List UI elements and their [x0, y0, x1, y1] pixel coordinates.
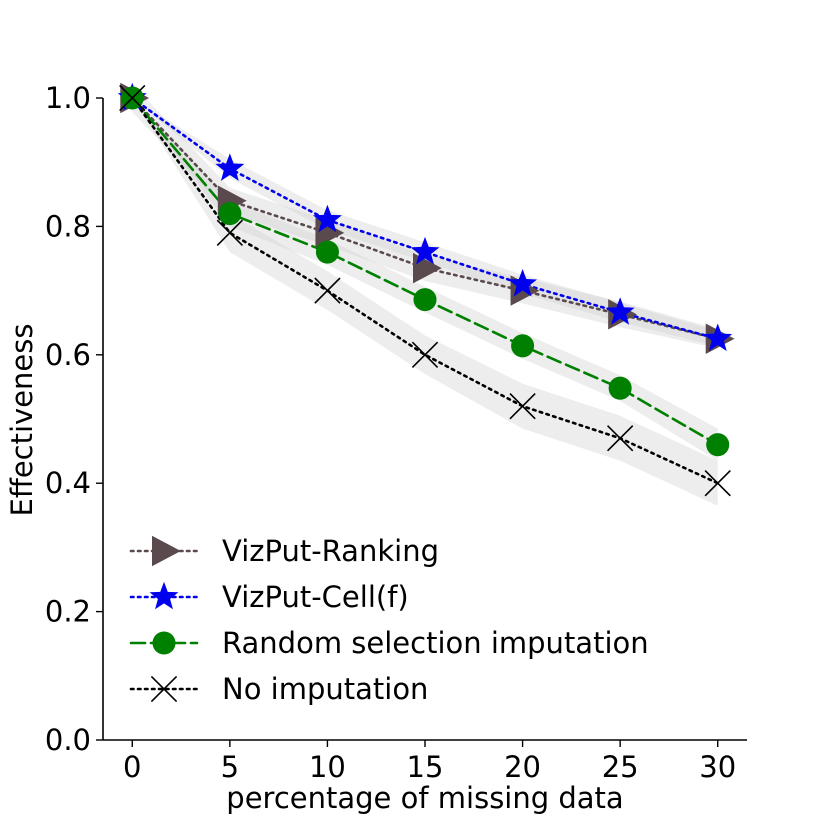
x-tick-label-20: 20	[504, 750, 541, 784]
legend-label-vizput-ranking: VizPut-Ranking	[222, 534, 439, 568]
band-random-selection-imputation	[132, 98, 718, 461]
point-random-selection-imputation-5	[218, 202, 242, 226]
y-tick-label-2: 0.4	[45, 466, 91, 500]
point-no-imputation-15	[411, 341, 439, 368]
band-vizput-cell-f	[132, 98, 718, 347]
series-markers	[117, 82, 735, 497]
legend: VizPut-Ranking VizPut-Cell(f) Random selec…	[129, 534, 649, 706]
x-tick-label-30: 30	[699, 750, 736, 784]
legend-marker-random-selection-imputation	[152, 631, 176, 655]
point-vizput-cell-f-30	[703, 323, 733, 352]
point-no-imputation-10	[314, 277, 341, 304]
legend-label-no-imputation: No imputation	[222, 672, 428, 706]
point-no-imputation-5	[216, 219, 244, 246]
point-vizput-cell-f-5	[215, 153, 245, 181]
band-vizput-ranking	[132, 83, 718, 349]
point-vizput-cell-f-20	[508, 268, 538, 297]
legend-item-no-imputation: No imputation	[129, 672, 428, 706]
legend-marker-vizput-ranking	[152, 535, 181, 567]
point-random-selection-imputation-10	[315, 240, 339, 264]
point-vizput-cell-f-15	[410, 236, 440, 265]
legend-marker-vizput-cell-f	[149, 581, 179, 610]
legend-item-vizput-cell-f: VizPut-Cell(f)	[129, 580, 409, 614]
y-tick-label-1: 0.2	[45, 595, 91, 629]
y-tick-label-4: 0.8	[45, 209, 91, 243]
legend-label-vizput-cell-f: VizPut-Cell(f)	[222, 580, 409, 614]
point-no-imputation-30	[704, 470, 731, 497]
point-random-selection-imputation-30	[706, 433, 730, 457]
x-tick-label-10: 10	[309, 750, 346, 784]
point-random-selection-imputation-15	[413, 288, 437, 312]
point-random-selection-imputation-20	[511, 334, 535, 358]
x-axis-label: percentage of missing data	[226, 781, 623, 815]
legend-item-random-selection-imputation: Random selection imputation	[129, 626, 649, 660]
point-no-imputation-20	[509, 392, 536, 420]
band-no-imputation	[132, 98, 718, 506]
legend-label-random-selection-imputation: Random selection imputation	[222, 626, 649, 660]
legend-marker-no-imputation	[150, 675, 178, 703]
point-random-selection-imputation-25	[608, 376, 632, 400]
y-tick-label-0: 0.0	[45, 723, 91, 757]
y-tick-label-5: 1.0	[45, 81, 91, 115]
y-tick-label-3: 0.6	[45, 338, 91, 372]
point-no-imputation-0	[119, 84, 146, 112]
x-tick-label-25: 25	[602, 750, 639, 784]
tick-marks: 0 5 10 15 20 25 30 0.0 0.2 0.4 0.6 0.8 1.0	[45, 81, 736, 784]
x-tick-label-5: 5	[221, 750, 239, 784]
x-tick-label-0: 0	[123, 750, 141, 784]
x-tick-label-15: 15	[407, 750, 444, 784]
point-vizput-cell-f-10	[312, 204, 342, 233]
confidence-bands	[132, 83, 718, 506]
legend-item-vizput-ranking: VizPut-Ranking	[129, 534, 439, 568]
point-vizput-cell-f-25	[605, 297, 635, 325]
y-axis-label: Effectiveness	[5, 324, 39, 517]
point-no-imputation-25	[606, 425, 634, 452]
